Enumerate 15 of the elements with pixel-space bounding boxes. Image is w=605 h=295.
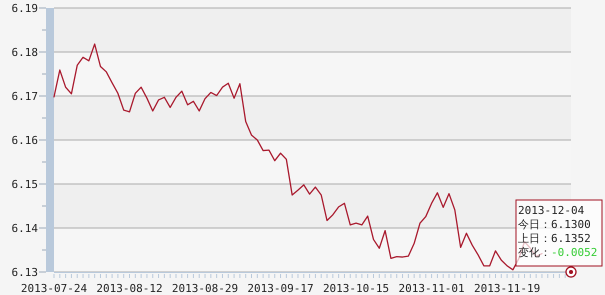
- y-tick-label: 6.15: [12, 178, 38, 191]
- x-tick-label: 2013-11-01: [398, 282, 465, 295]
- x-tick-label: 2013-07-24: [20, 282, 88, 295]
- x-tick-label: 2013-09-17: [247, 282, 314, 295]
- x-tick-label: 2013-10-15: [322, 282, 390, 295]
- annotation: 2013-12-04 今日：6.1300 上日：6.1352 变化：-0.0052: [518, 204, 598, 259]
- y-tick-label: 6.16: [12, 134, 38, 147]
- y-tick-label: 6.18: [12, 46, 38, 59]
- x-tick-label: 2013-08-29: [172, 282, 238, 295]
- x-tick-label: 2013-08-12: [96, 282, 163, 295]
- y-tick-label: 6.13: [12, 266, 38, 279]
- y-tick-label: 6.19: [12, 2, 38, 15]
- y-tick-label: 6.14: [12, 222, 38, 235]
- y-tick-label: 6.17: [12, 90, 38, 103]
- x-tick-label: 2013-11-19: [474, 282, 540, 295]
